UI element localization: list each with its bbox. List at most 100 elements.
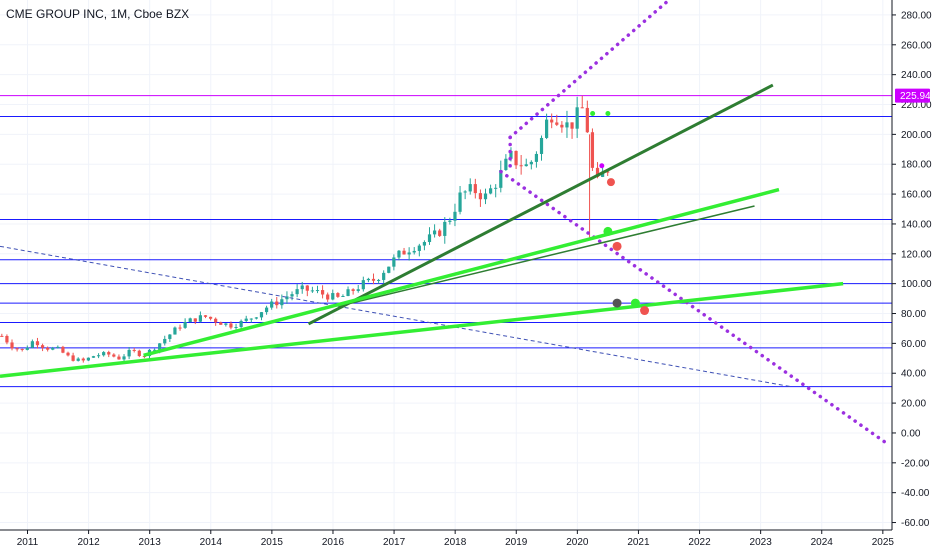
candle-body xyxy=(376,279,381,281)
candle-body xyxy=(46,347,50,350)
candle-body xyxy=(127,349,131,357)
signal-marker-3 xyxy=(606,178,615,187)
trend-line-purple-dotted-down xyxy=(499,169,891,447)
candle-body xyxy=(122,356,126,360)
candle-body xyxy=(275,301,279,306)
y-tick-label: 80.00 xyxy=(901,309,926,320)
candle-body xyxy=(371,278,376,281)
y-tick-label: 40.00 xyxy=(901,369,926,380)
candle-body xyxy=(76,358,80,361)
candlestick-series xyxy=(0,95,610,363)
candle-body xyxy=(336,293,340,297)
candle-body xyxy=(178,327,182,329)
price-axis[interactable]: 280.00 260.00 240.00 220.00 200.00 180.00 160.… xyxy=(892,10,932,529)
candle-body xyxy=(102,352,106,356)
candle-body xyxy=(407,252,411,255)
candle-body xyxy=(25,347,29,350)
candle-body xyxy=(417,245,421,251)
trend-line-purple-dotted-up xyxy=(508,0,671,140)
candle-body xyxy=(346,289,350,297)
candle-body xyxy=(595,167,600,177)
candle-body xyxy=(478,193,483,200)
x-tick-label: 2016 xyxy=(322,537,345,548)
candle-body xyxy=(315,290,320,292)
candle-body xyxy=(107,352,111,355)
candle-body xyxy=(295,289,299,295)
candle-body xyxy=(565,122,569,128)
signal-marker-6 xyxy=(612,298,622,308)
candle-body xyxy=(56,346,60,348)
signal-marker-1 xyxy=(605,110,611,116)
candle-body xyxy=(468,184,472,192)
horizontal-levels xyxy=(0,95,892,388)
candle-body xyxy=(534,153,539,162)
candle-body xyxy=(203,315,208,317)
x-tick-label: 2023 xyxy=(750,537,773,548)
last-price-badge-label: 225.94 xyxy=(900,91,931,102)
candle-body xyxy=(61,346,65,353)
y-tick-label: 260.00 xyxy=(901,40,932,51)
candle-body xyxy=(158,343,162,350)
y-tick-label: 0.00 xyxy=(901,428,921,439)
candle-body xyxy=(264,307,269,313)
candle-body xyxy=(580,107,584,109)
last-price-badge: 225.94 xyxy=(895,88,931,103)
y-tick-label: -20.00 xyxy=(901,458,930,469)
candle-body xyxy=(539,137,544,154)
candle-body xyxy=(473,184,477,194)
y-tick-label: 280.00 xyxy=(901,10,932,21)
chart-title: CME GROUP INC, 1M, Cboe BZX xyxy=(6,7,190,21)
y-tick-label: 220.00 xyxy=(901,100,932,111)
time-axis[interactable]: 2011 2012 2013 2014 2015 2016 2017 2018 2019 2020… xyxy=(17,530,895,548)
candle-body xyxy=(219,322,223,325)
candle-body xyxy=(519,165,523,167)
candle-body xyxy=(494,187,498,189)
x-tick-label: 2024 xyxy=(811,537,834,548)
candle-body xyxy=(66,352,70,356)
candle-body xyxy=(249,318,253,320)
candle-body xyxy=(5,335,9,343)
y-tick-label: 180.00 xyxy=(901,160,932,171)
candle-body xyxy=(397,250,401,258)
candle-body xyxy=(10,342,14,349)
candle-body xyxy=(96,355,101,357)
candle-body xyxy=(51,347,55,350)
candle-body xyxy=(15,348,19,350)
candle-body xyxy=(331,293,335,300)
x-tick-label: 2014 xyxy=(200,537,223,548)
candle-body xyxy=(234,326,238,328)
candle-body xyxy=(351,289,355,291)
y-tick-label: 60.00 xyxy=(901,339,926,350)
signal-marker-2 xyxy=(599,163,605,169)
candle-body xyxy=(259,312,264,318)
x-tick-label: 2025 xyxy=(872,537,895,548)
candle-body xyxy=(570,122,574,129)
candle-body xyxy=(361,280,365,290)
x-tick-label: 2021 xyxy=(627,537,650,548)
candle-body xyxy=(229,323,233,328)
x-tick-label: 2013 xyxy=(139,537,162,548)
candle-body xyxy=(198,315,202,322)
candle-body xyxy=(168,334,172,339)
trend-lines xyxy=(0,0,891,447)
candle-body xyxy=(422,242,427,246)
signal-marker-8 xyxy=(640,306,650,316)
candle-body xyxy=(0,335,4,337)
candle-body xyxy=(290,294,294,297)
y-tick-label: 200.00 xyxy=(901,130,932,141)
candle-body xyxy=(529,161,533,165)
y-tick-label: 20.00 xyxy=(901,399,926,410)
candle-body xyxy=(86,357,90,361)
candle-body xyxy=(71,355,75,361)
y-tick-label: 140.00 xyxy=(901,219,932,230)
candle-body xyxy=(214,318,218,323)
candle-body xyxy=(280,299,284,306)
candle-body xyxy=(575,107,579,129)
trend-line-dark-green-short xyxy=(338,205,755,307)
candle-body xyxy=(35,341,40,346)
x-tick-label: 2018 xyxy=(444,537,467,548)
candle-body xyxy=(443,221,447,236)
candle-body xyxy=(499,169,503,188)
candle-body xyxy=(483,193,488,200)
